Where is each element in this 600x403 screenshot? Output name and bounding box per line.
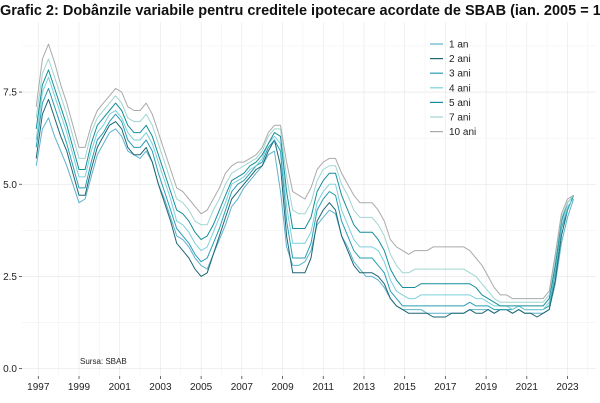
series-line-7-ani	[35, 58, 574, 303]
legend-label: 4 ani	[449, 83, 471, 94]
x-tick-label: 2001	[109, 382, 132, 393]
legend-label: 5 ani	[449, 98, 471, 109]
x-tick-label: 2005	[190, 382, 213, 393]
legend-label: 7 ani	[449, 113, 471, 124]
x-tick-label: 1999	[68, 382, 91, 393]
legend-label: 2 ani	[449, 54, 471, 65]
series-line-4-ani	[35, 76, 574, 311]
x-tick-label: 2015	[394, 382, 417, 393]
y-tick-label: 2.5	[3, 272, 17, 283]
x-tick-label: 2011	[312, 382, 334, 393]
legend-label: 10 ani	[449, 127, 476, 138]
x-tick-label: 2013	[353, 382, 376, 393]
series-line-3-ani	[35, 87, 575, 311]
legend: 1 an 2 ani 3 ani 4 ani 5 ani 7 ani 10 ani	[430, 40, 476, 138]
series-line-5-ani	[35, 69, 574, 307]
series-line-1-an	[35, 117, 575, 314]
x-tick-label: 2003	[149, 382, 172, 393]
axes: 1997 1999 2001 2003 2005 2007 2009 2011 2013 2015…	[3, 88, 579, 393]
chart-title: Grafic 2: Dobânzile variabile pentru cre…	[0, 3, 600, 19]
y-tick-label: 7.5	[3, 88, 17, 99]
source-note: Sursa: SBAB	[80, 357, 127, 366]
y-tick-label: 5.0	[3, 180, 17, 191]
x-tick-label: 1997	[27, 382, 50, 393]
x-tick-label: 2007	[231, 382, 254, 393]
legend-label: 1 an	[449, 40, 468, 51]
series-line-10-ani	[35, 43, 574, 300]
x-tick-label: 2023	[556, 382, 579, 393]
grid	[22, 22, 596, 376]
legend-label: 3 ani	[449, 69, 471, 80]
x-tick-label: 2019	[475, 382, 498, 393]
x-tick-label: 2009	[271, 382, 294, 393]
x-tick-label: 2017	[434, 382, 457, 393]
series-lines	[35, 43, 575, 318]
x-tick-label: 2021	[516, 382, 539, 393]
y-tick-label: 0.0	[3, 364, 17, 375]
series-line-2-ani	[35, 98, 575, 318]
